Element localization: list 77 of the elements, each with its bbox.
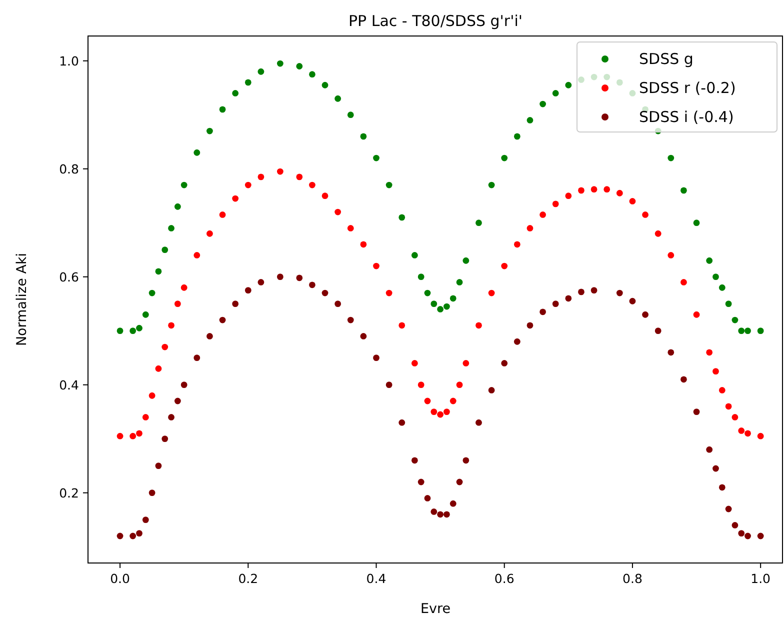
point: [219, 316, 226, 324]
point: [462, 457, 470, 464]
point: [155, 462, 162, 470]
y-tick-label: 1.0: [59, 53, 80, 68]
y-axis-title: Normalize Aki: [14, 252, 30, 346]
point: [130, 532, 136, 540]
point: [718, 484, 726, 491]
point: [168, 414, 174, 420]
point: [418, 478, 424, 486]
point: [654, 328, 662, 334]
legend-label: SDSS g: [639, 50, 694, 68]
point: [398, 419, 406, 426]
point: [444, 511, 450, 518]
point: [488, 387, 495, 394]
y-tick-label: 0.6: [59, 269, 80, 284]
point: [180, 382, 188, 388]
point: [578, 288, 584, 296]
point: [757, 532, 764, 540]
y-tick-label: 0.8: [59, 161, 80, 176]
point: [642, 311, 648, 318]
point: [174, 398, 181, 404]
point: [142, 516, 149, 524]
point: [738, 530, 745, 536]
point: [430, 508, 438, 515]
point: [565, 295, 572, 302]
point: [693, 408, 700, 416]
x-tick-label: 0.6: [494, 571, 514, 586]
point: [616, 290, 623, 296]
point: [526, 322, 534, 329]
point: [244, 287, 252, 294]
point: [456, 478, 463, 486]
legend-label: SDSS i (-0.4): [639, 108, 734, 126]
point: [360, 333, 367, 340]
point: [680, 376, 687, 383]
point: [437, 511, 444, 518]
point: [322, 290, 328, 296]
point: [424, 495, 431, 502]
point: [162, 436, 168, 442]
point: [706, 446, 713, 453]
point: [206, 333, 213, 340]
x-tick-label: 0.8: [622, 571, 642, 586]
point: [308, 282, 316, 288]
x-tick-label: 0.0: [110, 571, 130, 586]
point: [148, 490, 156, 496]
point: [501, 360, 508, 366]
point: [668, 349, 674, 356]
point: [590, 287, 598, 294]
point: [725, 506, 732, 512]
point: [514, 338, 520, 345]
point: [232, 300, 239, 308]
point: [386, 382, 392, 388]
x-tick-label: 0.2: [238, 571, 258, 586]
point: [373, 354, 380, 362]
point: [347, 316, 354, 324]
point: [540, 308, 546, 316]
chart-title: PP Lac - T80/SDSS g'r'i': [348, 12, 523, 30]
point: [732, 522, 738, 528]
y-tick-label: 0.2: [59, 485, 79, 500]
point: [136, 530, 142, 536]
x-axis-title: Evre: [420, 601, 451, 617]
point: [296, 274, 303, 282]
point: [276, 274, 284, 280]
x-tick-label: 0.4: [366, 571, 386, 586]
point: [258, 279, 264, 286]
point: [712, 465, 719, 472]
legend-label: SDSS r (-0.2): [639, 79, 736, 97]
point: [629, 298, 636, 304]
y-tick-label: 0.4: [59, 377, 80, 392]
point: [552, 300, 559, 308]
x-tick-label: 1.0: [750, 571, 771, 586]
point: [450, 500, 456, 507]
point: [744, 532, 751, 540]
point: [194, 354, 200, 362]
point: [411, 457, 418, 464]
point: [334, 300, 342, 308]
point: [116, 532, 124, 540]
point: [476, 419, 482, 426]
